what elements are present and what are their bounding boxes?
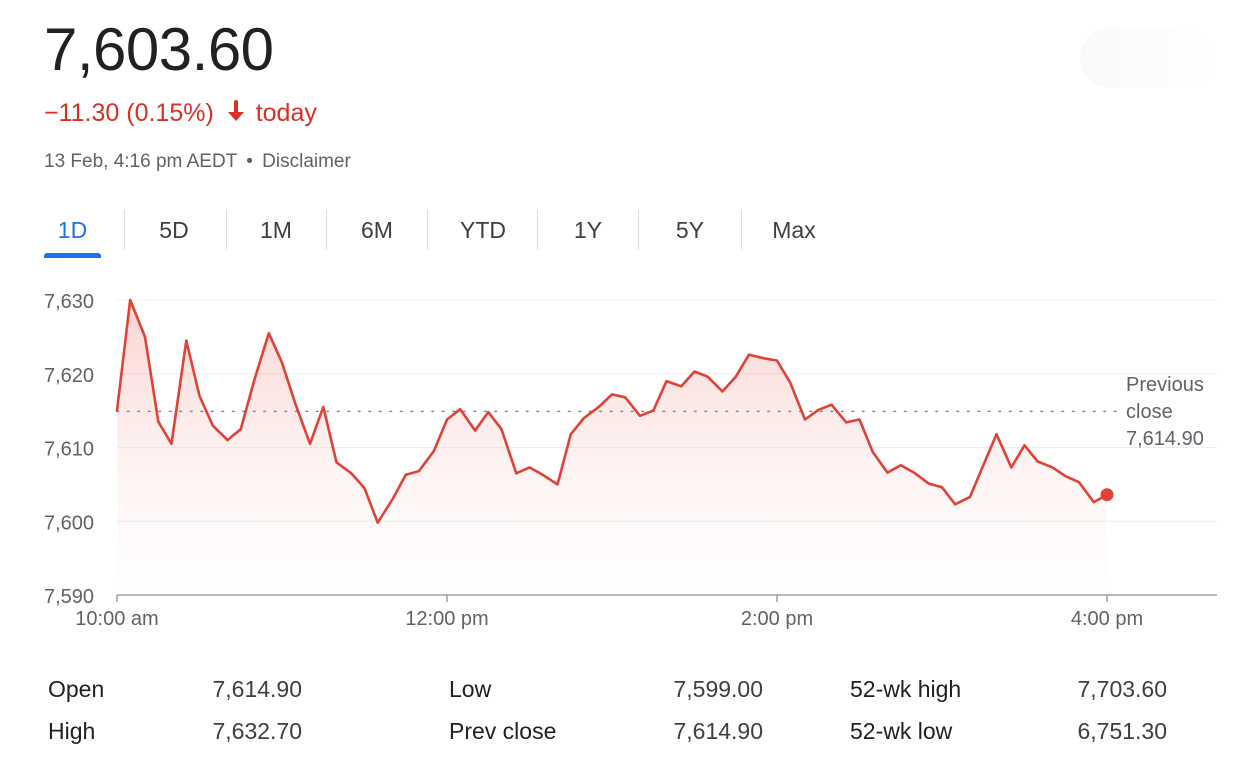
tab-label: YTD xyxy=(460,217,506,243)
tab-label: 6M xyxy=(361,217,393,243)
y-tick-label: 7,610 xyxy=(44,439,94,461)
y-tick-label: 7,620 xyxy=(44,365,94,387)
price-area-fill xyxy=(117,300,1107,595)
last-price-marker xyxy=(1100,488,1114,502)
tab-1d[interactable]: 1D xyxy=(44,208,101,258)
stat-open-value: 7,614.90 xyxy=(212,676,302,702)
tab-1m[interactable]: 1M xyxy=(246,208,306,254)
tab-label: 1Y xyxy=(573,217,603,243)
stat-high-value: 7,632.70 xyxy=(212,718,302,744)
x-tick-label: 12:00 pm xyxy=(405,608,488,630)
tab-divider xyxy=(537,210,538,250)
tab-label: 1M xyxy=(260,217,292,243)
tab-6m[interactable]: 6M xyxy=(347,208,407,254)
price-change: −11.30 (0.15%) today xyxy=(44,96,317,130)
tab-ytd[interactable]: YTD xyxy=(446,208,520,254)
previous-close-label: Previous xyxy=(1126,374,1204,396)
tab-label: Max xyxy=(772,217,816,243)
tab-max[interactable]: Max xyxy=(760,208,828,254)
timestamp: 13 Feb, 4:16 pm AEDT xyxy=(44,151,237,172)
change-amount: −11.30 (0.15%) xyxy=(44,99,214,127)
previous-close-label: close xyxy=(1126,401,1173,423)
tab-5d[interactable]: 5D xyxy=(144,208,204,254)
stat-high-label: High xyxy=(48,718,96,744)
tab-label: 5D xyxy=(159,217,189,243)
range-tabs: 1D 5D 1M 6M YTD 1Y 5Y Max xyxy=(44,208,1044,260)
price-line xyxy=(115,298,1109,524)
tab-divider xyxy=(124,210,125,250)
arrow-down-icon xyxy=(227,100,244,121)
tab-divider xyxy=(427,210,428,250)
search-pill-placeholder xyxy=(1080,28,1216,88)
tab-divider xyxy=(741,210,742,250)
stat-low-label: Low xyxy=(449,676,492,702)
stat-open-label: Open xyxy=(48,676,105,702)
stat-low-value: 7,599.00 xyxy=(673,676,763,702)
key-stats: Open 7,614.90 High 7,632.70 Low 7,599.00… xyxy=(0,668,1246,758)
today-label: today xyxy=(255,99,317,127)
x-tick-label: 10:00 am xyxy=(75,608,158,630)
tab-1y[interactable]: 1Y xyxy=(558,208,618,254)
x-tick-label: 2:00 pm xyxy=(741,608,813,630)
current-price: 7,603.60 xyxy=(44,16,274,83)
tab-5y[interactable]: 5Y xyxy=(660,208,720,254)
stat-52wk-low-value: 6,751.30 xyxy=(1077,718,1167,744)
active-tab-indicator xyxy=(44,253,101,258)
tab-divider xyxy=(326,210,327,250)
stat-52wk-low-label: 52-wk low xyxy=(850,718,953,744)
tab-divider xyxy=(638,210,639,250)
separator-dot: • xyxy=(246,151,253,172)
tab-label: 1D xyxy=(57,217,88,243)
disclaimer-link[interactable]: Disclaimer xyxy=(262,151,351,172)
previous-close-label: 7,614.90 xyxy=(1126,428,1204,450)
tab-divider xyxy=(226,210,227,250)
stat-prev-close-value: 7,614.90 xyxy=(673,718,763,744)
quote-timestamp-row: 13 Feb, 4:16 pm AEDT • Disclaimer xyxy=(44,150,351,174)
tab-label: 5Y xyxy=(675,217,705,243)
y-tick-label: 7,600 xyxy=(44,512,94,534)
y-tick-label: 7,630 xyxy=(44,291,94,313)
stat-52wk-high-value: 7,703.60 xyxy=(1077,676,1167,702)
x-tick-label: 4:00 pm xyxy=(1071,608,1143,630)
stat-52wk-high-label: 52-wk high xyxy=(850,676,962,702)
y-tick-label: 7,590 xyxy=(44,586,94,608)
stat-prev-close-label: Prev close xyxy=(449,718,557,744)
